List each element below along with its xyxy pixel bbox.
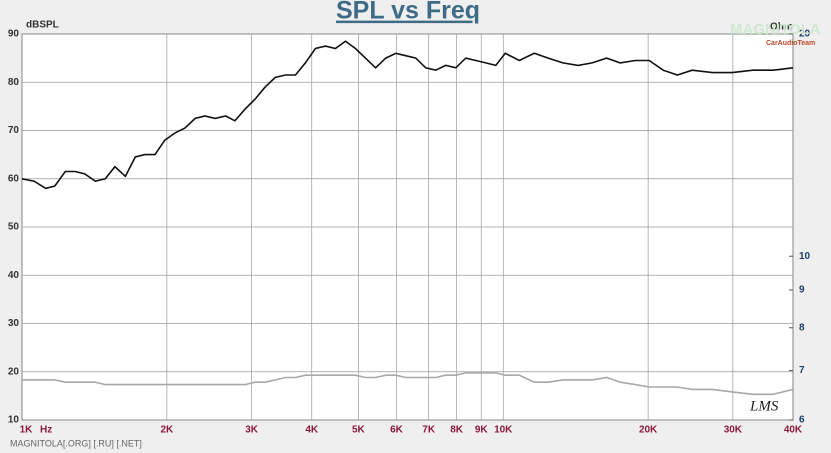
y-tick-label: 90 — [8, 29, 20, 40]
y-tick-label: 30 — [8, 318, 20, 329]
series-line — [22, 372, 794, 396]
y2-tick-label: 6 — [799, 415, 805, 426]
y-tick-label: 20 — [8, 366, 20, 377]
x-tick-label: 7K — [422, 425, 436, 436]
y2-tick-label: 20 — [799, 29, 811, 40]
x-tick-label: 30K — [724, 425, 743, 436]
x-tick-label: 10K — [494, 425, 513, 436]
x-tick-label: 8K — [450, 425, 464, 436]
y-tick-label: 60 — [8, 173, 20, 184]
x-tick-label: 6K — [390, 425, 404, 436]
x-tick-label: 20K — [639, 425, 658, 436]
x-tick-label: 9K — [475, 425, 489, 436]
y2-tick-label: 9 — [799, 285, 805, 296]
x-axis-label: Hz — [40, 425, 52, 436]
y-tick-label: 40 — [8, 270, 20, 281]
annotation: MAGNITOLA — [730, 21, 821, 38]
x-tick-label: 1K — [20, 425, 34, 436]
annotation: MAGNITOLA[.ORG] [.RU] [.NET] — [10, 438, 142, 448]
y2-tick-label: 10 — [799, 251, 811, 262]
x-tick-label: 4K — [305, 425, 319, 436]
y-tick-label: 70 — [8, 125, 20, 136]
x-tick-label: 5K — [352, 425, 366, 436]
y2-axis-label: Ohm — [770, 22, 793, 33]
y2-tick-label: 7 — [799, 365, 805, 376]
series-line — [21, 40, 794, 190]
x-tick-label: 40K — [784, 425, 803, 436]
annotation: CarAudioTeam — [766, 40, 815, 47]
x-tick-label: 2K — [160, 425, 174, 436]
chart-title: SPL vs Freq — [336, 0, 480, 25]
x-tick-label: 3K — [245, 425, 259, 436]
annotation: LMS — [749, 398, 779, 414]
y-tick-label: 80 — [8, 77, 20, 88]
y-axis-label: dBSPL — [26, 20, 59, 31]
y2-tick-label: 8 — [799, 322, 805, 333]
y-tick-label: 50 — [8, 222, 20, 233]
y-tick-label: 10 — [8, 415, 20, 426]
